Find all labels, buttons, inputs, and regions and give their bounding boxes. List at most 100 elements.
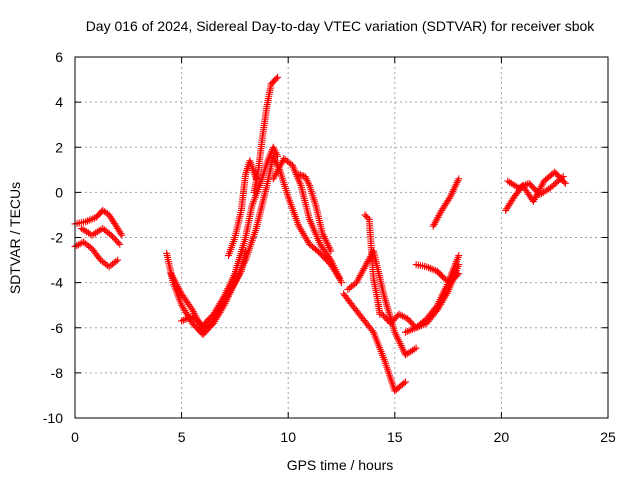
data-point xyxy=(543,186,551,194)
data-point xyxy=(401,328,409,336)
data-point xyxy=(83,217,91,225)
data-point xyxy=(407,347,415,355)
data-point xyxy=(455,270,463,278)
data-point xyxy=(181,295,189,303)
data-point xyxy=(322,249,330,257)
x-tick-label: 0 xyxy=(71,429,79,445)
y-tick-label: -10 xyxy=(43,410,63,426)
data-point xyxy=(358,268,366,276)
data-point xyxy=(522,187,530,195)
data-point xyxy=(359,266,367,274)
data-point xyxy=(324,253,332,261)
data-point xyxy=(364,258,372,266)
data-point xyxy=(426,264,434,272)
x-axis-label: GPS time / hours xyxy=(287,457,394,473)
data-point xyxy=(298,171,306,179)
data-point xyxy=(87,215,95,223)
data-point xyxy=(362,261,370,269)
data-point xyxy=(523,180,531,188)
data-point xyxy=(357,270,365,278)
data-point xyxy=(274,73,282,81)
data-point xyxy=(88,231,96,239)
data-point xyxy=(118,231,126,239)
data-point xyxy=(409,346,417,354)
data-point xyxy=(356,272,364,280)
data-point xyxy=(428,265,436,273)
data-point xyxy=(354,275,362,283)
data-point xyxy=(538,190,546,198)
data-point xyxy=(405,327,413,335)
data-point xyxy=(400,379,408,387)
data-point xyxy=(432,217,440,225)
data-point xyxy=(353,277,361,285)
data-point xyxy=(401,378,409,386)
data-point xyxy=(85,229,93,237)
data-point xyxy=(423,263,431,271)
data-point xyxy=(405,349,413,357)
data-point xyxy=(112,257,120,265)
data-point xyxy=(361,263,369,271)
data-point xyxy=(504,177,512,185)
data-point xyxy=(516,183,524,191)
x-tick-label: 10 xyxy=(280,429,296,445)
data-point xyxy=(178,290,186,298)
data-point xyxy=(536,191,544,199)
data-point xyxy=(327,247,335,255)
data-point xyxy=(559,173,567,181)
data-point xyxy=(509,180,517,188)
data-point xyxy=(86,243,94,251)
data-point xyxy=(182,297,190,305)
data-point xyxy=(180,293,188,301)
data-point xyxy=(89,215,97,223)
data-point xyxy=(296,171,304,179)
data-point xyxy=(185,300,193,308)
grid-lines xyxy=(75,57,608,418)
data-point xyxy=(295,170,303,178)
data-point xyxy=(272,75,280,83)
data-point xyxy=(561,179,569,187)
data-point xyxy=(435,212,443,220)
data-point xyxy=(178,317,186,325)
data-point xyxy=(560,178,568,186)
data-point xyxy=(436,210,444,218)
data-point xyxy=(92,229,100,237)
data-point xyxy=(90,230,98,238)
data-point xyxy=(360,265,368,273)
data-point xyxy=(431,219,439,227)
data-point xyxy=(429,222,437,230)
data-point xyxy=(114,256,122,264)
data-point xyxy=(320,246,328,254)
data-point xyxy=(83,228,91,236)
data-point xyxy=(184,299,192,307)
data-points xyxy=(71,73,569,395)
data-point xyxy=(179,316,187,324)
data-point xyxy=(116,240,124,248)
y-tick-label: -8 xyxy=(51,365,64,381)
data-point xyxy=(323,251,331,259)
data-point xyxy=(403,328,411,336)
y-tick-label: -4 xyxy=(51,275,64,291)
data-point xyxy=(430,220,438,228)
data-point xyxy=(507,179,515,187)
y-tick-label: 6 xyxy=(55,49,63,65)
data-point xyxy=(81,227,89,235)
data-point xyxy=(326,254,334,262)
x-tick-label: 25 xyxy=(600,429,616,445)
data-point xyxy=(523,189,531,197)
data-point xyxy=(338,279,345,287)
data-point xyxy=(434,213,442,221)
x-tick-label: 15 xyxy=(387,429,403,445)
data-point xyxy=(114,239,122,247)
data-point xyxy=(407,326,415,334)
y-tick-label: 2 xyxy=(55,139,63,155)
data-point xyxy=(403,350,411,358)
data-point xyxy=(541,187,549,195)
data-point xyxy=(433,215,441,223)
data-point xyxy=(425,264,433,272)
chart-title: Day 016 of 2024, Sidereal Day-to-day VTE… xyxy=(86,18,596,34)
data-point xyxy=(181,315,189,323)
data-point xyxy=(364,214,372,222)
data-point xyxy=(558,174,566,182)
data-point xyxy=(365,256,373,264)
